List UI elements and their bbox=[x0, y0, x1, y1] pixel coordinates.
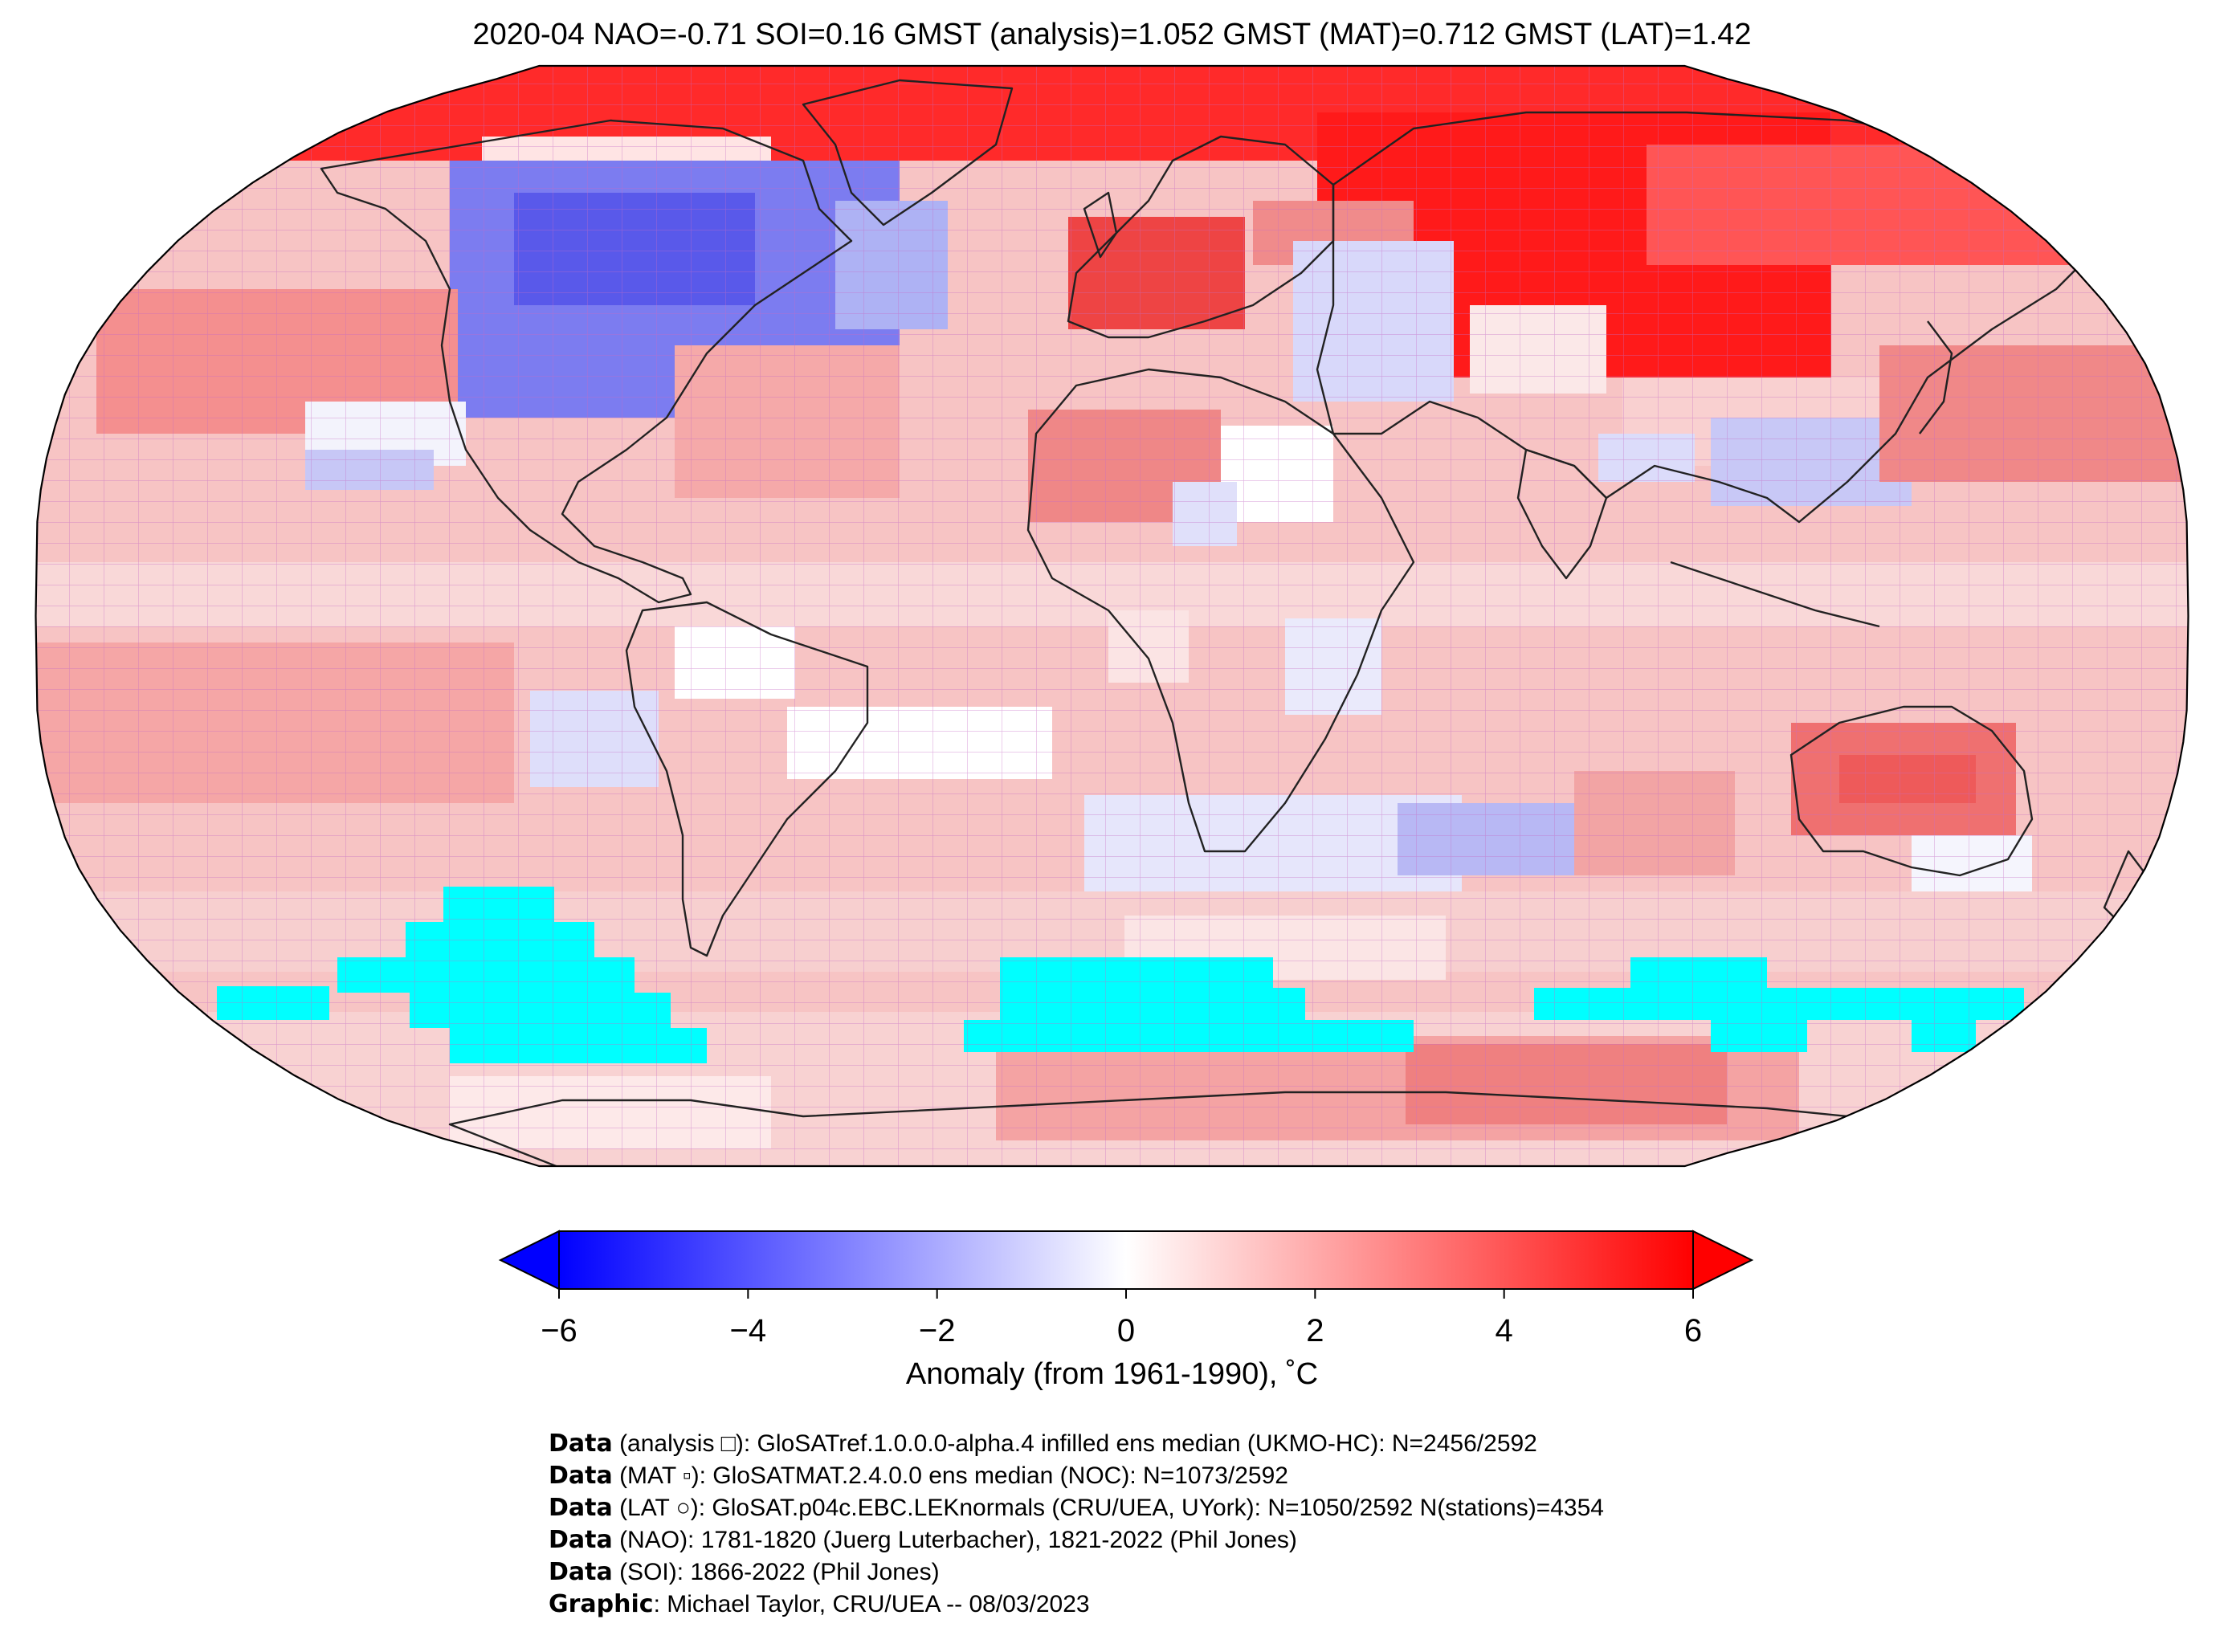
credit-text: (NAO): 1781-1820 (Juerg Luterbacher), 18… bbox=[612, 1527, 1297, 1553]
credit-label: Data bbox=[549, 1558, 613, 1586]
colorbar-tick-marks bbox=[558, 1289, 1694, 1299]
colorbar-tick-label: −2 bbox=[918, 1313, 956, 1348]
credit-label: Data bbox=[549, 1526, 613, 1554]
credit-text: : Michael Taylor, CRU/UEA -- 08/03/2023 bbox=[653, 1591, 1090, 1617]
credit-label: Data bbox=[549, 1430, 613, 1458]
credit-line: Data (MAT ▫): GloSATMAT.2.4.0.0 ens medi… bbox=[549, 1460, 1604, 1492]
data-credits: Data (analysis □): GloSATref.1.0.0.0-alp… bbox=[549, 1428, 1604, 1621]
credit-line: Data (analysis □): GloSATref.1.0.0.0-alp… bbox=[549, 1428, 1604, 1460]
credit-text: (MAT ▫): GloSATMAT.2.4.0.0 ens median (N… bbox=[612, 1462, 1288, 1489]
colorbar-tick-label: 0 bbox=[1116, 1313, 1136, 1348]
colorbar-tick-label: −4 bbox=[729, 1313, 767, 1348]
credit-label: Data bbox=[549, 1462, 613, 1490]
colorbar-label: Anomaly (from 1961-1990), ˚C bbox=[905, 1357, 1319, 1391]
colorbar-tick-label: −6 bbox=[541, 1313, 577, 1348]
globe-outline bbox=[35, 64, 2189, 1168]
credit-line: Graphic: Michael Taylor, CRU/UEA -- 08/0… bbox=[549, 1589, 1604, 1621]
credit-label: Data bbox=[549, 1494, 613, 1522]
colorbar-tick-label: 4 bbox=[1495, 1313, 1513, 1348]
credit-text: (analysis □): GloSATref.1.0.0.0-alpha.4 … bbox=[612, 1430, 1537, 1457]
credit-line: Data (SOI): 1866-2022 (Phil Jones) bbox=[549, 1556, 1604, 1589]
credit-text: (LAT ○): GloSAT.p04c.EBC.LEKnormals (CRU… bbox=[612, 1495, 1604, 1521]
colorbar-gradient bbox=[558, 1230, 1694, 1290]
colorbar-low-extension bbox=[498, 1230, 560, 1291]
colorbar-high-extension bbox=[1692, 1230, 1754, 1291]
robinson-world-map bbox=[35, 64, 2189, 1168]
colorbar-tick-label: 6 bbox=[1683, 1313, 1703, 1348]
credit-line: Data (LAT ○): GloSAT.p04c.EBC.LEKnormals… bbox=[549, 1492, 1604, 1524]
credit-label: Graphic bbox=[549, 1590, 654, 1618]
colorbar bbox=[498, 1230, 1754, 1299]
credit-line: Data (NAO): 1781-1820 (Juerg Luterbacher… bbox=[549, 1524, 1604, 1556]
colorbar-tick-label: 2 bbox=[1306, 1313, 1324, 1348]
credit-text: (SOI): 1866-2022 (Phil Jones) bbox=[612, 1559, 940, 1585]
map-title: 2020-04 NAO=-0.71 SOI=0.16 GMST (analysi… bbox=[472, 18, 1752, 51]
